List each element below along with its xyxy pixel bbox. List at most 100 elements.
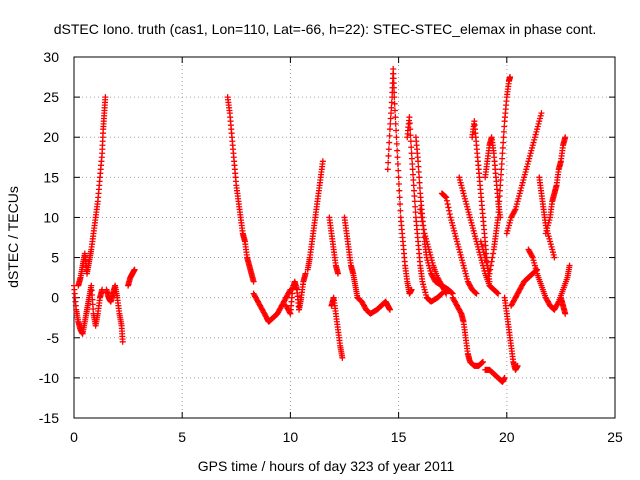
data-point (534, 126, 541, 133)
data-point (396, 187, 403, 194)
data-point (507, 217, 514, 224)
data-point (535, 120, 542, 127)
data-point (409, 166, 416, 173)
data-point (459, 187, 466, 194)
data-point (523, 163, 530, 170)
data-point (547, 238, 554, 245)
data-point (487, 262, 494, 269)
data-point (392, 114, 399, 121)
data-point (501, 374, 508, 381)
data-point (443, 194, 450, 201)
plot-frame (73, 56, 616, 419)
data-point (500, 139, 507, 146)
y-tick-label: 5 (51, 250, 59, 266)
data-point (536, 118, 543, 125)
data-point (478, 241, 485, 248)
data-point (388, 110, 395, 117)
data-point (457, 251, 464, 258)
data-point (415, 163, 422, 170)
data-point (458, 254, 465, 261)
data-point (451, 230, 458, 237)
x-tick-label: 0 (70, 429, 78, 445)
data-point (516, 190, 523, 197)
data-point (410, 177, 417, 184)
data-point (395, 181, 402, 188)
data-point (505, 222, 512, 229)
data-point (530, 257, 537, 264)
data-point (449, 222, 456, 229)
data-point (411, 198, 418, 205)
data-point (531, 134, 538, 141)
data-point (464, 206, 471, 213)
data-point (543, 227, 550, 234)
data-point (419, 218, 426, 225)
data-point (529, 144, 536, 151)
data-point (454, 241, 461, 248)
data-point (456, 177, 463, 184)
data-point (393, 140, 400, 147)
data-point (520, 177, 527, 184)
data-point (448, 219, 455, 226)
data-point (473, 290, 480, 297)
data-point (387, 115, 394, 122)
data-point (545, 219, 552, 226)
data-point (479, 358, 486, 365)
data-point (426, 249, 433, 256)
data-point (394, 154, 401, 161)
data-point (408, 286, 415, 293)
data-point (451, 227, 458, 234)
data-point (425, 246, 432, 253)
data-point (447, 214, 454, 221)
data-point (407, 138, 414, 145)
data-point (412, 203, 419, 210)
data-point (498, 171, 505, 178)
data-point (443, 197, 450, 204)
data-point (532, 265, 539, 272)
data-point (415, 158, 422, 165)
data-point (500, 134, 507, 141)
data-point (461, 267, 468, 274)
data-point (521, 171, 528, 178)
data-point (458, 182, 465, 189)
data-point (498, 166, 505, 173)
data-point (407, 126, 414, 133)
data-point (529, 142, 536, 149)
data-point (498, 160, 505, 167)
data-point (529, 254, 536, 261)
data-point (546, 217, 553, 224)
data-point (448, 289, 455, 296)
data-point (548, 243, 555, 250)
data-point (442, 289, 449, 296)
data-point (513, 203, 520, 210)
data-point (536, 115, 543, 122)
data-point (506, 219, 513, 226)
data-point (490, 250, 497, 257)
data-point (467, 214, 474, 221)
y-tick-label: -5 (47, 330, 60, 346)
data-point (526, 152, 533, 159)
data-point (479, 246, 486, 253)
data-point (428, 257, 435, 264)
data-point (456, 249, 463, 256)
data-point (423, 235, 430, 242)
data-point (409, 160, 416, 167)
data-point (418, 214, 425, 221)
data-point (479, 359, 486, 366)
data-point (250, 278, 257, 285)
data-point (499, 144, 506, 151)
data-point (487, 266, 494, 273)
data-point (453, 235, 460, 242)
data-point (486, 278, 493, 285)
data-point (533, 267, 540, 274)
data-point (495, 290, 502, 297)
data-point (388, 99, 395, 106)
data-point (468, 219, 475, 226)
data-point (519, 179, 526, 186)
data-point (387, 120, 394, 127)
data-point (481, 251, 488, 258)
y-tick-label: 30 (43, 49, 59, 65)
data-point (462, 198, 469, 205)
data-point (457, 309, 464, 316)
data-point (419, 278, 426, 285)
x-tick-label: 10 (283, 429, 299, 445)
